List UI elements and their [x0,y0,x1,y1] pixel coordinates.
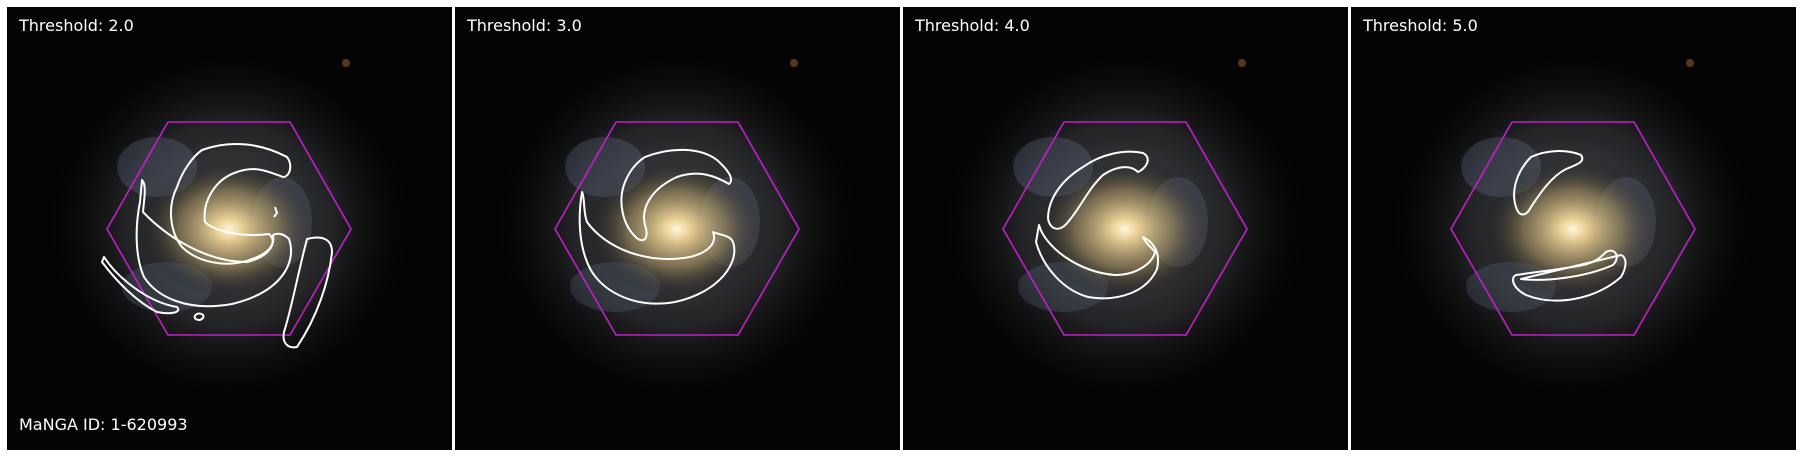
threshold-label-2: Threshold: 3.0 [467,16,582,35]
galaxy-image-3 [903,7,1348,450]
threshold-label-3: Threshold: 4.0 [915,16,1030,35]
galaxy-image-2 [455,7,900,450]
galaxy-image-1 [7,7,452,450]
threshold-label-1: Threshold: 2.0 [19,16,134,35]
galaxy-image-4 [1351,7,1796,450]
threshold-label-4: Threshold: 5.0 [1363,16,1478,35]
galaxy-panel-2: Threshold: 3.0 [455,7,900,450]
object-id-label: MaNGA ID: 1-620993 [19,415,188,434]
galaxy-panel-3: Threshold: 4.0 [903,7,1348,450]
galaxy-panel-1: Threshold: 2.0 MaNGA ID: 1-620993 [7,7,452,450]
galaxy-panel-4: Threshold: 5.0 [1351,7,1796,450]
